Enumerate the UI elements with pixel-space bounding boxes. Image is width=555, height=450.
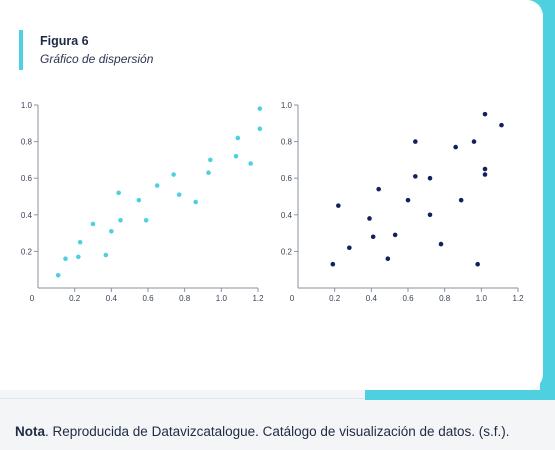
right-data-point [475,261,480,267]
left-y-tick-label: 0.6 [21,174,33,183]
right-x-tick-label: 0 [290,294,295,303]
right-x-tick-label: 0.2 [329,294,341,303]
left-data-point [76,254,81,260]
right-scatter-chart: 0.2 0.4 0.6 0.8 1.0 0 0.2 0.4 0.6 0.8 1.0 1.2 [281,101,524,303]
left-data-point [109,228,114,234]
left-scatter-chart: 0.2 0.4 0.6 0.8 1.0 0 0.2 0.4 0.6 0.8 1.0 1.2 [21,101,264,303]
right-y-tick-label: 0.8 [281,138,293,147]
accent-strip-bottom [365,390,555,400]
right-data-point [413,139,418,144]
accent-strip-right [540,0,555,398]
right-data-point [438,241,444,247]
right-y-tick-label: 0.2 [281,247,293,256]
left-data-point [77,239,83,245]
right-data-point [453,144,458,150]
right-data-point [330,261,336,267]
right-data-point [385,256,391,262]
right-data-point [458,197,464,203]
left-data-point [248,161,253,166]
left-x-tick-label: 0 [30,294,35,303]
right-y-tick-label: 0.4 [281,211,293,220]
figure-card: Figura 6 Gráfico de dispersión 0.2 0.4 0.6… [0,0,543,390]
left-data-point [206,170,211,176]
right-data-point [405,197,411,203]
left-data-point [90,221,96,227]
note-label: Nota [15,424,45,439]
right-x-tick-label: 0.6 [402,294,414,303]
right-x-tick-label: 1.2 [512,294,524,303]
right-x-tick-label: 0.8 [439,294,451,303]
left-data-point [235,135,241,141]
left-y-tick-label: 0.8 [21,138,33,147]
right-y-tick-label: 1.0 [281,101,293,110]
left-data-point [257,106,263,111]
left-data-point [233,153,239,159]
left-y-tick-label: 0.4 [21,211,33,220]
right-data-point [482,166,488,172]
right-data-point [427,212,433,218]
left-data-point [257,126,263,132]
right-data-point [413,174,418,179]
left-data-point [118,217,123,223]
left-x-tick-label: 0.2 [69,294,81,303]
left-data-point [208,157,213,163]
left-data-point [193,199,198,205]
right-x-tick-label: 1.0 [476,294,488,303]
left-x-tick-label: 0.6 [142,294,154,303]
right-y-tick-label: 0.6 [281,174,293,183]
right-x-tick-label: 0.4 [366,294,378,303]
left-x-tick-label: 0.8 [179,294,191,303]
left-data-point [63,256,68,262]
divider-line [0,398,365,399]
left-data-point [154,183,160,188]
left-data-point [176,192,182,197]
left-y-tick-label: 0.2 [21,247,33,256]
note-text: . Reproducida de Datavizcatalogue. Catál… [45,424,510,439]
right-data-point [427,175,433,181]
right-data-point [376,186,381,192]
right-data-point [471,139,477,144]
left-x-tick-label: 1.2 [252,294,264,303]
left-data-point [103,252,109,258]
left-data-point [143,217,149,223]
right-data-point [482,111,488,117]
right-data-point [336,203,341,208]
right-data-point [347,245,352,251]
right-data-point [482,172,488,177]
right-data-point [392,232,398,238]
figure-note: Nota. Reproducida de Datavizcatalogue. C… [15,424,510,439]
right-data-point [499,122,504,128]
left-data-point [136,197,142,203]
left-x-tick-label: 0.4 [106,294,118,303]
right-data-point [370,234,376,240]
left-data-point [116,190,121,196]
left-x-tick-label: 1.0 [216,294,228,303]
figure-subtitle: Gráfico de dispersión [40,52,154,66]
right-data-point [367,216,372,221]
figure-title: Figura 6 [40,34,89,48]
left-data-point [55,272,61,278]
figure-accent-bar [19,30,23,70]
left-data-point [171,172,176,177]
left-y-tick-label: 1.0 [21,101,33,110]
